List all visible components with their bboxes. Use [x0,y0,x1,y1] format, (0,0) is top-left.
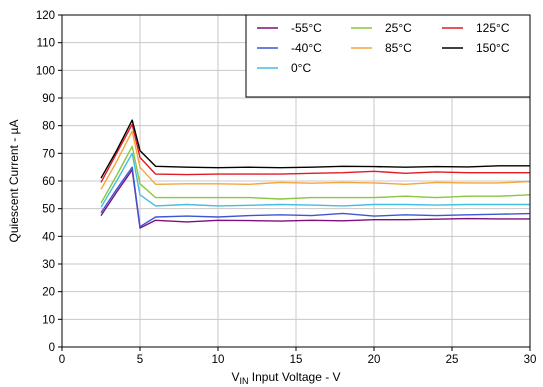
legend-label: 150°C [476,41,510,55]
x-tick-label: 10 [212,354,225,366]
series-line--40°C [100,166,531,228]
legend-label: -55°C [291,21,322,35]
x-axis-title-rest: Input Voltage - V [248,370,340,384]
x-tick-label: 30 [524,354,537,366]
legend-label: 125°C [476,21,510,35]
tick-layer: 0 10 20 30 40 50 60 70 80 90 100 110 120 0 5 10 15 20 25 30 [36,10,537,366]
series-layer [100,119,531,229]
x-tick-label: 20 [368,354,381,366]
y-tick-label: 50 [42,204,55,216]
legend-label: 85°C [385,41,412,55]
y-tick-label: 30 [42,259,55,271]
x-axis-title: VIN Input Voltage - V [231,370,340,386]
series-line-25°C [100,145,531,204]
x-axis-title-main: V [231,370,239,384]
y-tick-label: 100 [36,65,55,77]
legend-label: 25°C [385,21,412,35]
y-tick-label: 70 [42,148,55,160]
y-tick-label: 110 [37,38,55,50]
series-line-125°C [100,123,530,183]
y-tick-label: 120 [36,10,55,22]
series-line-85°C [100,130,531,190]
y-tick-label: 40 [42,231,55,243]
x-tick-label: 5 [137,354,143,366]
legend-label: 0°C [291,61,311,75]
legend: -55°C 25°C 125°C -40°C 85°C 150°C 0°C [245,14,531,98]
y-tick-label: 0 [49,342,55,354]
series-line-0°C [100,152,530,208]
y-tick-label: 80 [42,121,55,133]
y-tick-label: 20 [42,287,55,299]
x-axis-title-subscript: IN [239,376,248,386]
legend-box [245,14,531,98]
y-tick-label: 90 [42,93,55,105]
x-tick-label: 25 [446,354,459,366]
legend-label: -40°C [291,41,322,55]
y-axis-title: Quiescent Current - µA [7,120,21,243]
x-tick-label: 15 [290,354,303,366]
y-tick-label: 10 [42,314,55,326]
y-tick-label: 60 [42,176,55,188]
series-line--55°C [100,169,530,229]
series-line-150°C [100,119,530,179]
x-tick-label: 0 [59,354,65,366]
